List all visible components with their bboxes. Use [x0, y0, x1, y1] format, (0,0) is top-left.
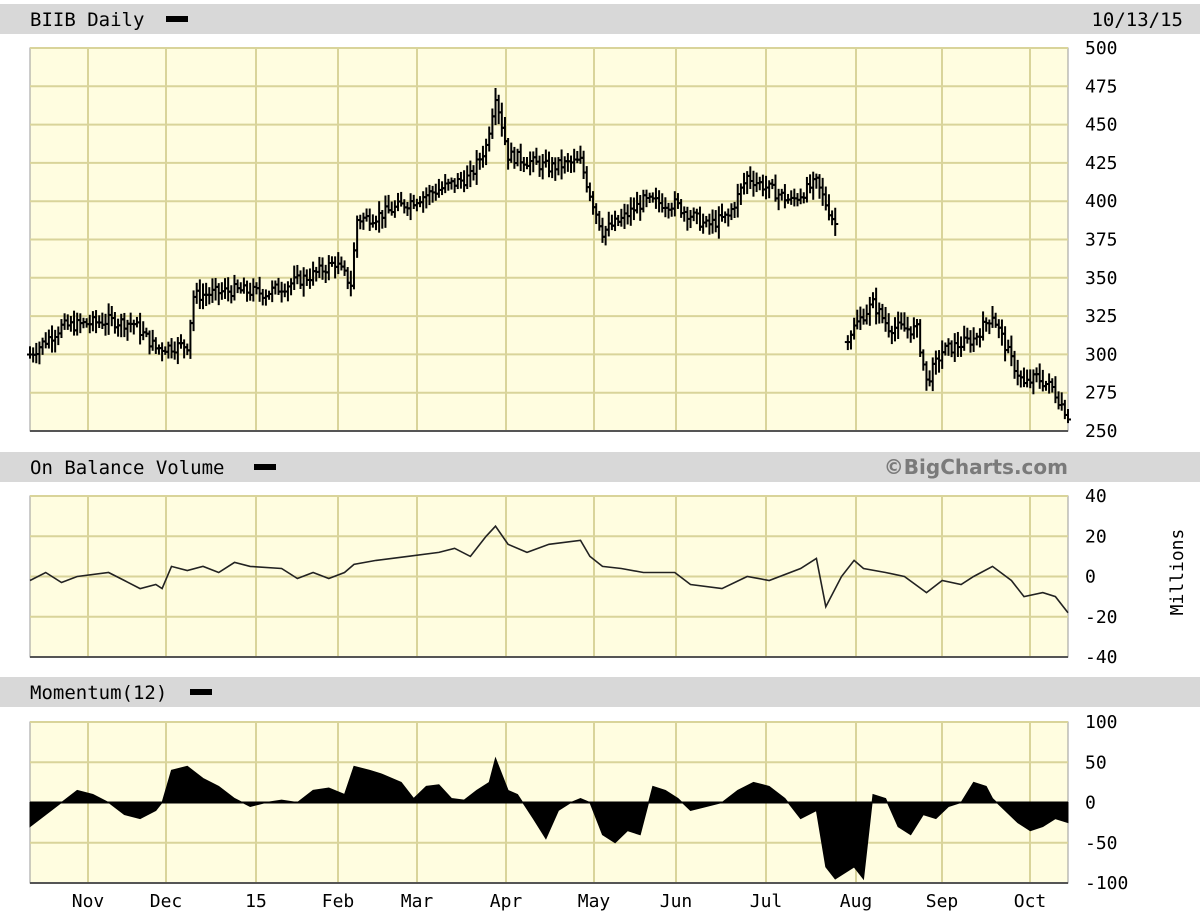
symbol-legend-swatch	[166, 16, 188, 22]
axis-ticks: 250275300325350375400425450475500-40-200…	[72, 38, 1129, 912]
y-tick-label: 325	[1085, 306, 1118, 327]
x-tick-label: Apr	[490, 891, 523, 912]
momentum-area	[29, 756, 1069, 881]
x-tick-label: Nov	[72, 891, 105, 912]
y-tick-label: -40	[1085, 647, 1118, 668]
x-tick-label: Jun	[660, 891, 693, 912]
momentum-legend-swatch	[190, 689, 212, 695]
ohlc-bar	[1065, 409, 1071, 424]
ohlc-bar	[832, 207, 839, 236]
x-tick-label: Feb	[322, 891, 355, 912]
x-tick-label: Sep	[926, 891, 959, 912]
y-tick-label: 40	[1085, 486, 1107, 507]
chart-date: 10/13/15	[1091, 9, 1183, 31]
y-tick-label: 0	[1085, 793, 1096, 814]
y-tick-label: 350	[1085, 268, 1118, 289]
x-tick-label: Jul	[750, 891, 783, 912]
y-tick-label: 500	[1085, 38, 1118, 59]
y-tick-label: 475	[1085, 76, 1118, 97]
y-tick-label: -20	[1085, 607, 1118, 628]
x-tick-label: Aug	[840, 891, 873, 912]
y-tick-label: 375	[1085, 230, 1118, 251]
symbol-label: BIIB Daily	[30, 9, 144, 31]
obv-line	[29, 524, 1069, 614]
momentum-header-bar	[0, 677, 1200, 707]
y-tick-label: 275	[1085, 383, 1118, 404]
y-tick-label: 300	[1085, 344, 1118, 365]
y-tick-label: 425	[1085, 153, 1118, 174]
y-tick-label: 250	[1085, 421, 1118, 442]
y-tick-label: 0	[1085, 567, 1096, 588]
y-tick-label: -50	[1085, 833, 1118, 854]
y-tick-label: 450	[1085, 115, 1118, 136]
y-tick-label: 20	[1085, 526, 1107, 547]
watermark: ©BigCharts.com	[884, 455, 1068, 479]
obv-unit-label: Millions	[1167, 529, 1188, 616]
momentum-label: Momentum(12)	[30, 682, 167, 704]
obv-legend-swatch	[254, 464, 276, 470]
y-tick-label: 400	[1085, 191, 1118, 212]
x-tick-label: Oct	[1014, 891, 1047, 912]
series	[27, 87, 1071, 881]
x-tick-label: Mar	[401, 891, 434, 912]
obv-header-bar	[0, 452, 1200, 482]
obv-label: On Balance Volume	[30, 457, 224, 479]
x-tick-label: Dec	[150, 891, 183, 912]
price-ohlc-series	[27, 87, 1071, 424]
y-tick-label: 50	[1085, 752, 1107, 773]
y-tick-label: 100	[1085, 712, 1118, 733]
y-tick-label: -100	[1085, 873, 1128, 894]
price-header-bar	[0, 4, 1200, 34]
x-tick-label: 15	[245, 891, 267, 912]
x-tick-label: May	[578, 891, 611, 912]
label-bars	[0, 4, 1200, 707]
